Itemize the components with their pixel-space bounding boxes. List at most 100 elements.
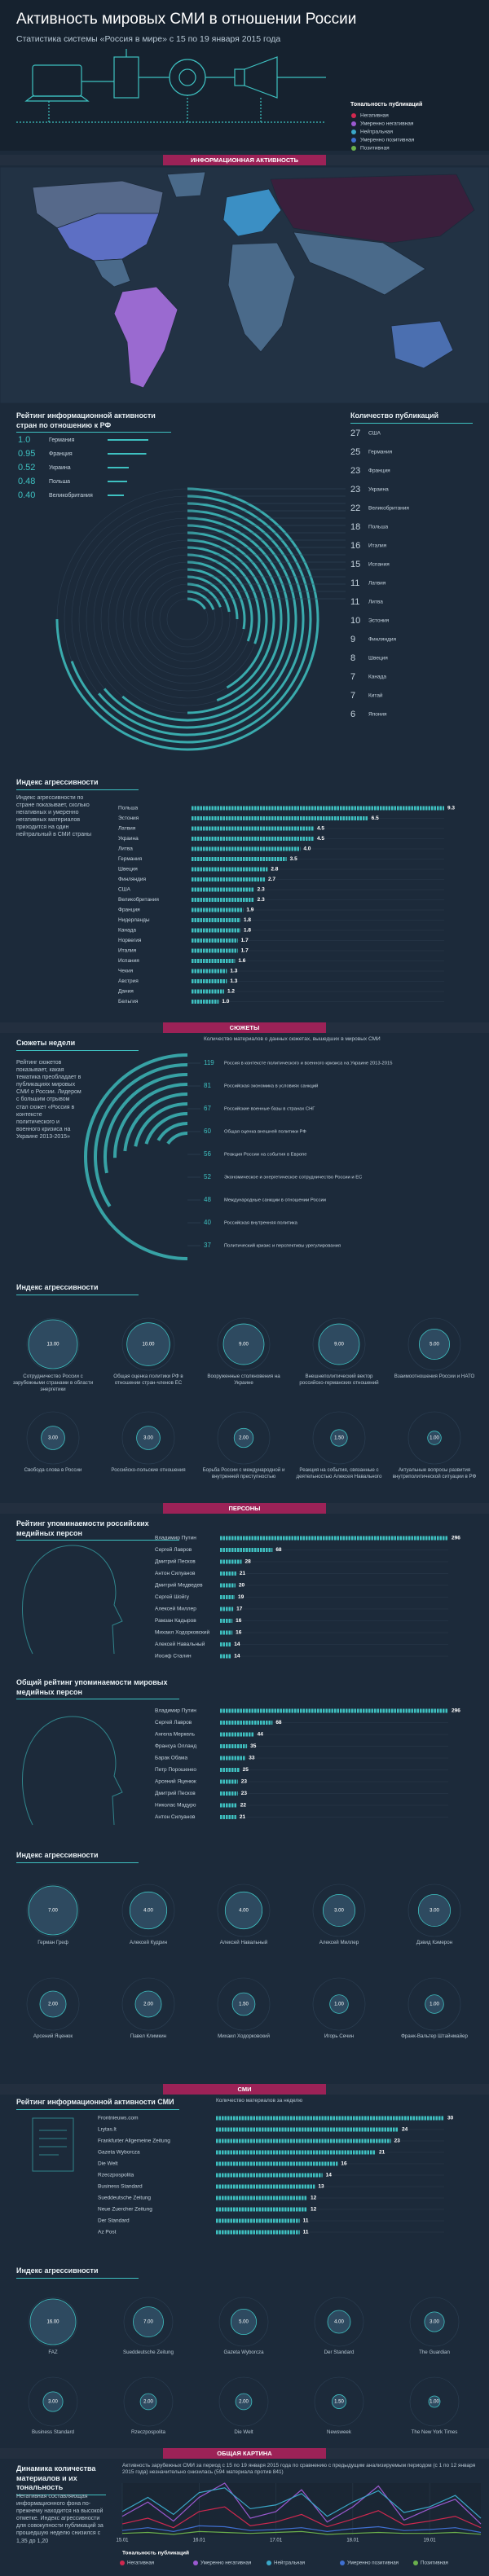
bubble [39, 1990, 67, 2018]
chart-title: Индекс агрессивности [16, 1851, 139, 1863]
category-label: Нидерланды [118, 917, 150, 923]
bubble [231, 1992, 256, 2016]
value-label: 40 [204, 1219, 211, 1226]
value-label: 1.3 [230, 969, 237, 974]
banner [163, 2448, 326, 2459]
category-label: Внешнеполитический вектор российско-герм… [299, 1374, 379, 1387]
value-label: 2.8 [271, 867, 278, 873]
category-label: Neue Zuercher Zeitung [98, 2207, 152, 2213]
value-label: 0.52 [18, 463, 35, 473]
legend-label: Негативная [360, 113, 389, 119]
value-label: 14 [234, 1654, 240, 1659]
category-label: Франк-Вальтер Штайнмайер [401, 2033, 468, 2039]
category-label: Sueddeutsche Zeitung [98, 2196, 151, 2201]
topic-arc [144, 1112, 188, 1145]
category-label: Lrytas.lt [98, 2127, 117, 2133]
category-label: Игорь Сечин [324, 2033, 355, 2039]
category-label: Латвия [118, 826, 136, 832]
category-label: Ангела Меркель [155, 1732, 196, 1738]
category-label: Сергей Шойгу [155, 1594, 190, 1600]
bubble-ring [408, 1884, 461, 1937]
count-label: 16 [350, 541, 360, 551]
bubble [424, 2311, 445, 2332]
series-line [121, 2487, 482, 2519]
bubble-ring [312, 1411, 366, 1465]
category-label: Сергей Лавров [155, 1719, 192, 1725]
category-label: Украина [49, 465, 71, 471]
category-label: The Guardian [419, 2350, 450, 2355]
radial-arc [70, 495, 312, 744]
legend-dot [351, 130, 356, 134]
bubble-ring [408, 1317, 461, 1371]
category-label: Герман Греф [37, 1940, 68, 1945]
category-label: Канада [368, 675, 386, 680]
value-label: 11 [303, 2230, 309, 2235]
bubble [330, 1429, 348, 1447]
chart-title: Общий рейтинг упоминаемости мировых меди… [16, 1678, 179, 1700]
chart-title: Рейтинг информационной активности СМИ [16, 2098, 179, 2110]
value-label: 1.50 [334, 2400, 344, 2405]
category-label: Арсений Яценюк [33, 2033, 73, 2039]
bubble [126, 1322, 170, 1366]
category-label: Эстония [368, 618, 390, 624]
value-label: 44 [258, 1732, 264, 1738]
count-label: 23 [350, 466, 360, 476]
value-label: 4.0 [303, 846, 311, 852]
value-label: 68 [275, 1547, 282, 1553]
bubble [235, 2393, 253, 2411]
bubble-ring [409, 2297, 460, 2347]
banner-text: ПЕРСОНЫ [228, 1505, 260, 1512]
value-label: 14 [326, 2173, 333, 2178]
radial-arc [187, 597, 206, 610]
value-label: 119 [204, 1059, 214, 1066]
category-label: Рамзан Кадыров [155, 1618, 196, 1624]
banner [163, 1022, 326, 1033]
bubble-ring [312, 1884, 366, 1937]
page-title: Активность мировых СМИ в отношении Росси… [16, 11, 356, 28]
radial-arc [187, 560, 246, 630]
bubble-ring [312, 1977, 366, 2031]
category-label: Дэвид Кэмерон [416, 1940, 453, 1945]
value-label: 3.00 [143, 1436, 153, 1441]
count-label: 8 [350, 653, 355, 663]
value-label: 30 [447, 2116, 454, 2121]
chart-title: Сюжеты недели [16, 1039, 139, 1051]
map-country [166, 171, 206, 198]
value-label: 0.95 [18, 449, 35, 459]
bubble-ring [312, 1317, 366, 1371]
value-label: 16.00 [46, 2320, 59, 2325]
bubble-ring [217, 1884, 271, 1937]
category-label: Общая оценка политики РФ в отношении стр… [113, 1374, 183, 1387]
category-label: Франция [49, 451, 73, 457]
category-label: Newsweek [327, 2429, 351, 2435]
category-label: Сергей Лавров [155, 1546, 192, 1553]
value-label: 5.00 [430, 1343, 439, 1347]
chart-title: Количество публикаций [350, 411, 473, 424]
value-label: 1.50 [239, 2002, 249, 2007]
bubble-ring [26, 1884, 80, 1937]
bubble [329, 1994, 349, 2014]
chart-title: Динамика количества материалов и их тона… [16, 2464, 106, 2496]
category-label: Der Standard [324, 2350, 355, 2355]
value-label: 1.2 [227, 989, 235, 995]
category-label: Российско-польские отношения [111, 1467, 186, 1473]
topic-arc [104, 1073, 188, 1174]
value-label: 16 [341, 2161, 347, 2167]
bubble-ring [123, 2376, 174, 2427]
value-label: 3.00 [48, 1436, 58, 1441]
value-label: 12 [311, 2196, 317, 2201]
category-label: Алексей Миллер [319, 1940, 359, 1945]
banner-text: СЮЖЕТЫ [230, 1024, 260, 1031]
value-label: 9.00 [334, 1343, 344, 1347]
count-label: 11 [350, 578, 359, 588]
chart-title: Рейтинг информационной активности стран … [16, 411, 171, 433]
category-label: Канада [118, 928, 136, 934]
value-label: 13 [318, 2184, 324, 2190]
radial-arc [121, 517, 290, 722]
category-label: Алексей Навальный [219, 1940, 268, 1945]
category-label: FAZ [48, 2350, 58, 2355]
category-label: Gazeta Wyborcza [223, 2350, 264, 2355]
legend-dot [413, 2561, 418, 2565]
value-label: 23 [241, 1779, 248, 1785]
value-label: 1.00 [430, 2002, 439, 2007]
